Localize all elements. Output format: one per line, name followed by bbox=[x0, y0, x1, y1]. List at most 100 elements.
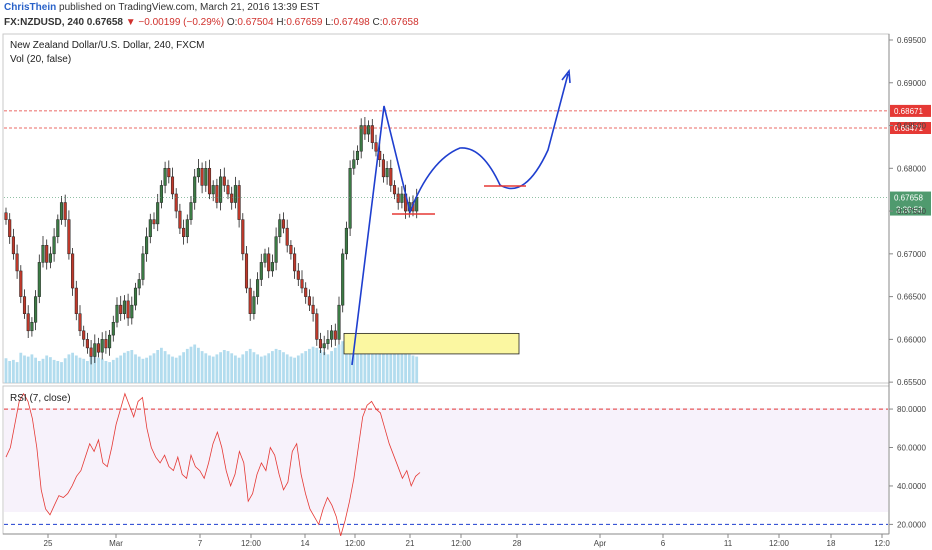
candle-body bbox=[337, 304, 341, 340]
volume-bar bbox=[60, 362, 63, 383]
candle-body bbox=[189, 202, 193, 220]
low-label: L: bbox=[325, 17, 334, 28]
rsi-line bbox=[5, 392, 421, 537]
candle-body bbox=[370, 125, 374, 143]
volume-bar bbox=[411, 355, 415, 383]
volume-bar bbox=[374, 345, 378, 383]
candle-body bbox=[163, 168, 167, 186]
open-value: 0.67504 bbox=[237, 17, 274, 28]
candle-body bbox=[326, 339, 330, 344]
candle-body bbox=[67, 219, 71, 255]
volume-bar bbox=[330, 351, 333, 383]
volume-bar bbox=[185, 348, 189, 383]
volume-bar bbox=[267, 353, 271, 383]
candle-body bbox=[211, 185, 215, 195]
time-tick-label: 12:00 bbox=[769, 539, 790, 548]
candle-body bbox=[300, 279, 304, 289]
volume-bar bbox=[415, 356, 419, 383]
volume-bar bbox=[148, 355, 152, 383]
candle-body bbox=[37, 262, 41, 297]
symbol-label: FX:NZDUSD, 240 bbox=[4, 17, 85, 28]
volume-bar bbox=[278, 350, 282, 383]
volume-bar bbox=[296, 355, 300, 383]
candle-body bbox=[215, 185, 219, 203]
low-value: 0.67498 bbox=[333, 17, 370, 28]
volume-bar bbox=[123, 352, 126, 383]
price-change: ▼ −0.00199 (−0.29%) bbox=[125, 17, 225, 28]
volume-bar bbox=[237, 357, 241, 383]
rsi-tick-label: 20.0000 bbox=[897, 520, 926, 529]
candle-body bbox=[111, 322, 115, 336]
time-tick-label: 7 bbox=[198, 539, 203, 548]
price-tick-label: 0.66000 bbox=[897, 335, 926, 344]
volume-bar bbox=[45, 355, 49, 383]
volume-bar bbox=[359, 351, 363, 383]
price-tick-label: 0.68000 bbox=[897, 164, 926, 173]
volume-bar bbox=[404, 352, 407, 383]
volume-bar bbox=[256, 354, 259, 383]
candle-body bbox=[148, 219, 152, 237]
projection-path bbox=[351, 73, 569, 366]
candle-body bbox=[355, 150, 360, 160]
volume-bar bbox=[193, 344, 197, 383]
time-tick-label: 14 bbox=[301, 539, 310, 548]
volume-bar bbox=[319, 350, 322, 383]
candle-body bbox=[296, 270, 300, 280]
volume-bar bbox=[341, 341, 345, 383]
time-tick-label: 11 bbox=[724, 539, 733, 548]
volume-bar bbox=[234, 355, 237, 383]
volume-bar bbox=[182, 352, 185, 383]
candle-body bbox=[74, 287, 78, 314]
volume-bar bbox=[378, 347, 382, 383]
candle-body bbox=[304, 287, 308, 297]
rsi-pane-title: RSI (7, close) bbox=[10, 393, 71, 404]
candle-body bbox=[281, 219, 286, 229]
volume-bar bbox=[315, 347, 319, 383]
candle-body bbox=[226, 185, 230, 195]
volume-bar bbox=[160, 347, 163, 383]
candle-body bbox=[63, 202, 67, 220]
candle-body bbox=[174, 193, 178, 212]
volume-bar bbox=[97, 357, 100, 383]
demand-zone bbox=[343, 332, 520, 355]
candle-body bbox=[219, 176, 223, 203]
candle-body bbox=[285, 227, 289, 246]
volume-bar bbox=[26, 356, 30, 383]
volume-bar bbox=[407, 354, 411, 383]
resistance-level-label: 0.68471 bbox=[894, 124, 923, 133]
volume-bar bbox=[67, 354, 71, 383]
candle-body bbox=[237, 185, 241, 220]
author-link[interactable]: ChrisThein bbox=[4, 2, 57, 13]
volume-bar bbox=[348, 345, 352, 383]
candle-body bbox=[133, 287, 138, 306]
volume-bar bbox=[311, 346, 315, 383]
price-tick-label: 0.69000 bbox=[897, 79, 926, 88]
candle-body bbox=[41, 245, 45, 263]
volume-bar bbox=[174, 357, 178, 383]
volume-bar bbox=[93, 354, 97, 383]
candle-body bbox=[141, 253, 145, 280]
countdown-label: 2:20:53 bbox=[896, 206, 923, 215]
candle-body bbox=[8, 219, 12, 237]
time-tick-label: 12:0 bbox=[874, 539, 890, 548]
resistance-level-label: 0.68671 bbox=[894, 107, 923, 116]
volume-bar bbox=[86, 361, 89, 383]
candle-body bbox=[4, 212, 8, 220]
candle-body bbox=[359, 125, 363, 152]
price-tick-label: 0.66500 bbox=[897, 293, 926, 302]
candle-body bbox=[196, 168, 200, 178]
volume-bar bbox=[41, 358, 45, 383]
candle-body bbox=[19, 270, 23, 297]
candle-body bbox=[293, 253, 297, 272]
volume-bar bbox=[204, 353, 208, 383]
candle-body bbox=[59, 202, 64, 220]
volume-bar bbox=[308, 348, 311, 383]
volume-bar bbox=[189, 346, 193, 383]
volume-bar bbox=[12, 359, 15, 383]
candle-body bbox=[248, 287, 252, 314]
volume-bar bbox=[15, 362, 19, 383]
time-tick-label: Apr bbox=[594, 539, 607, 548]
publish-info: published on TradingView.com, March 21, … bbox=[59, 2, 320, 13]
candle-body bbox=[204, 168, 208, 186]
